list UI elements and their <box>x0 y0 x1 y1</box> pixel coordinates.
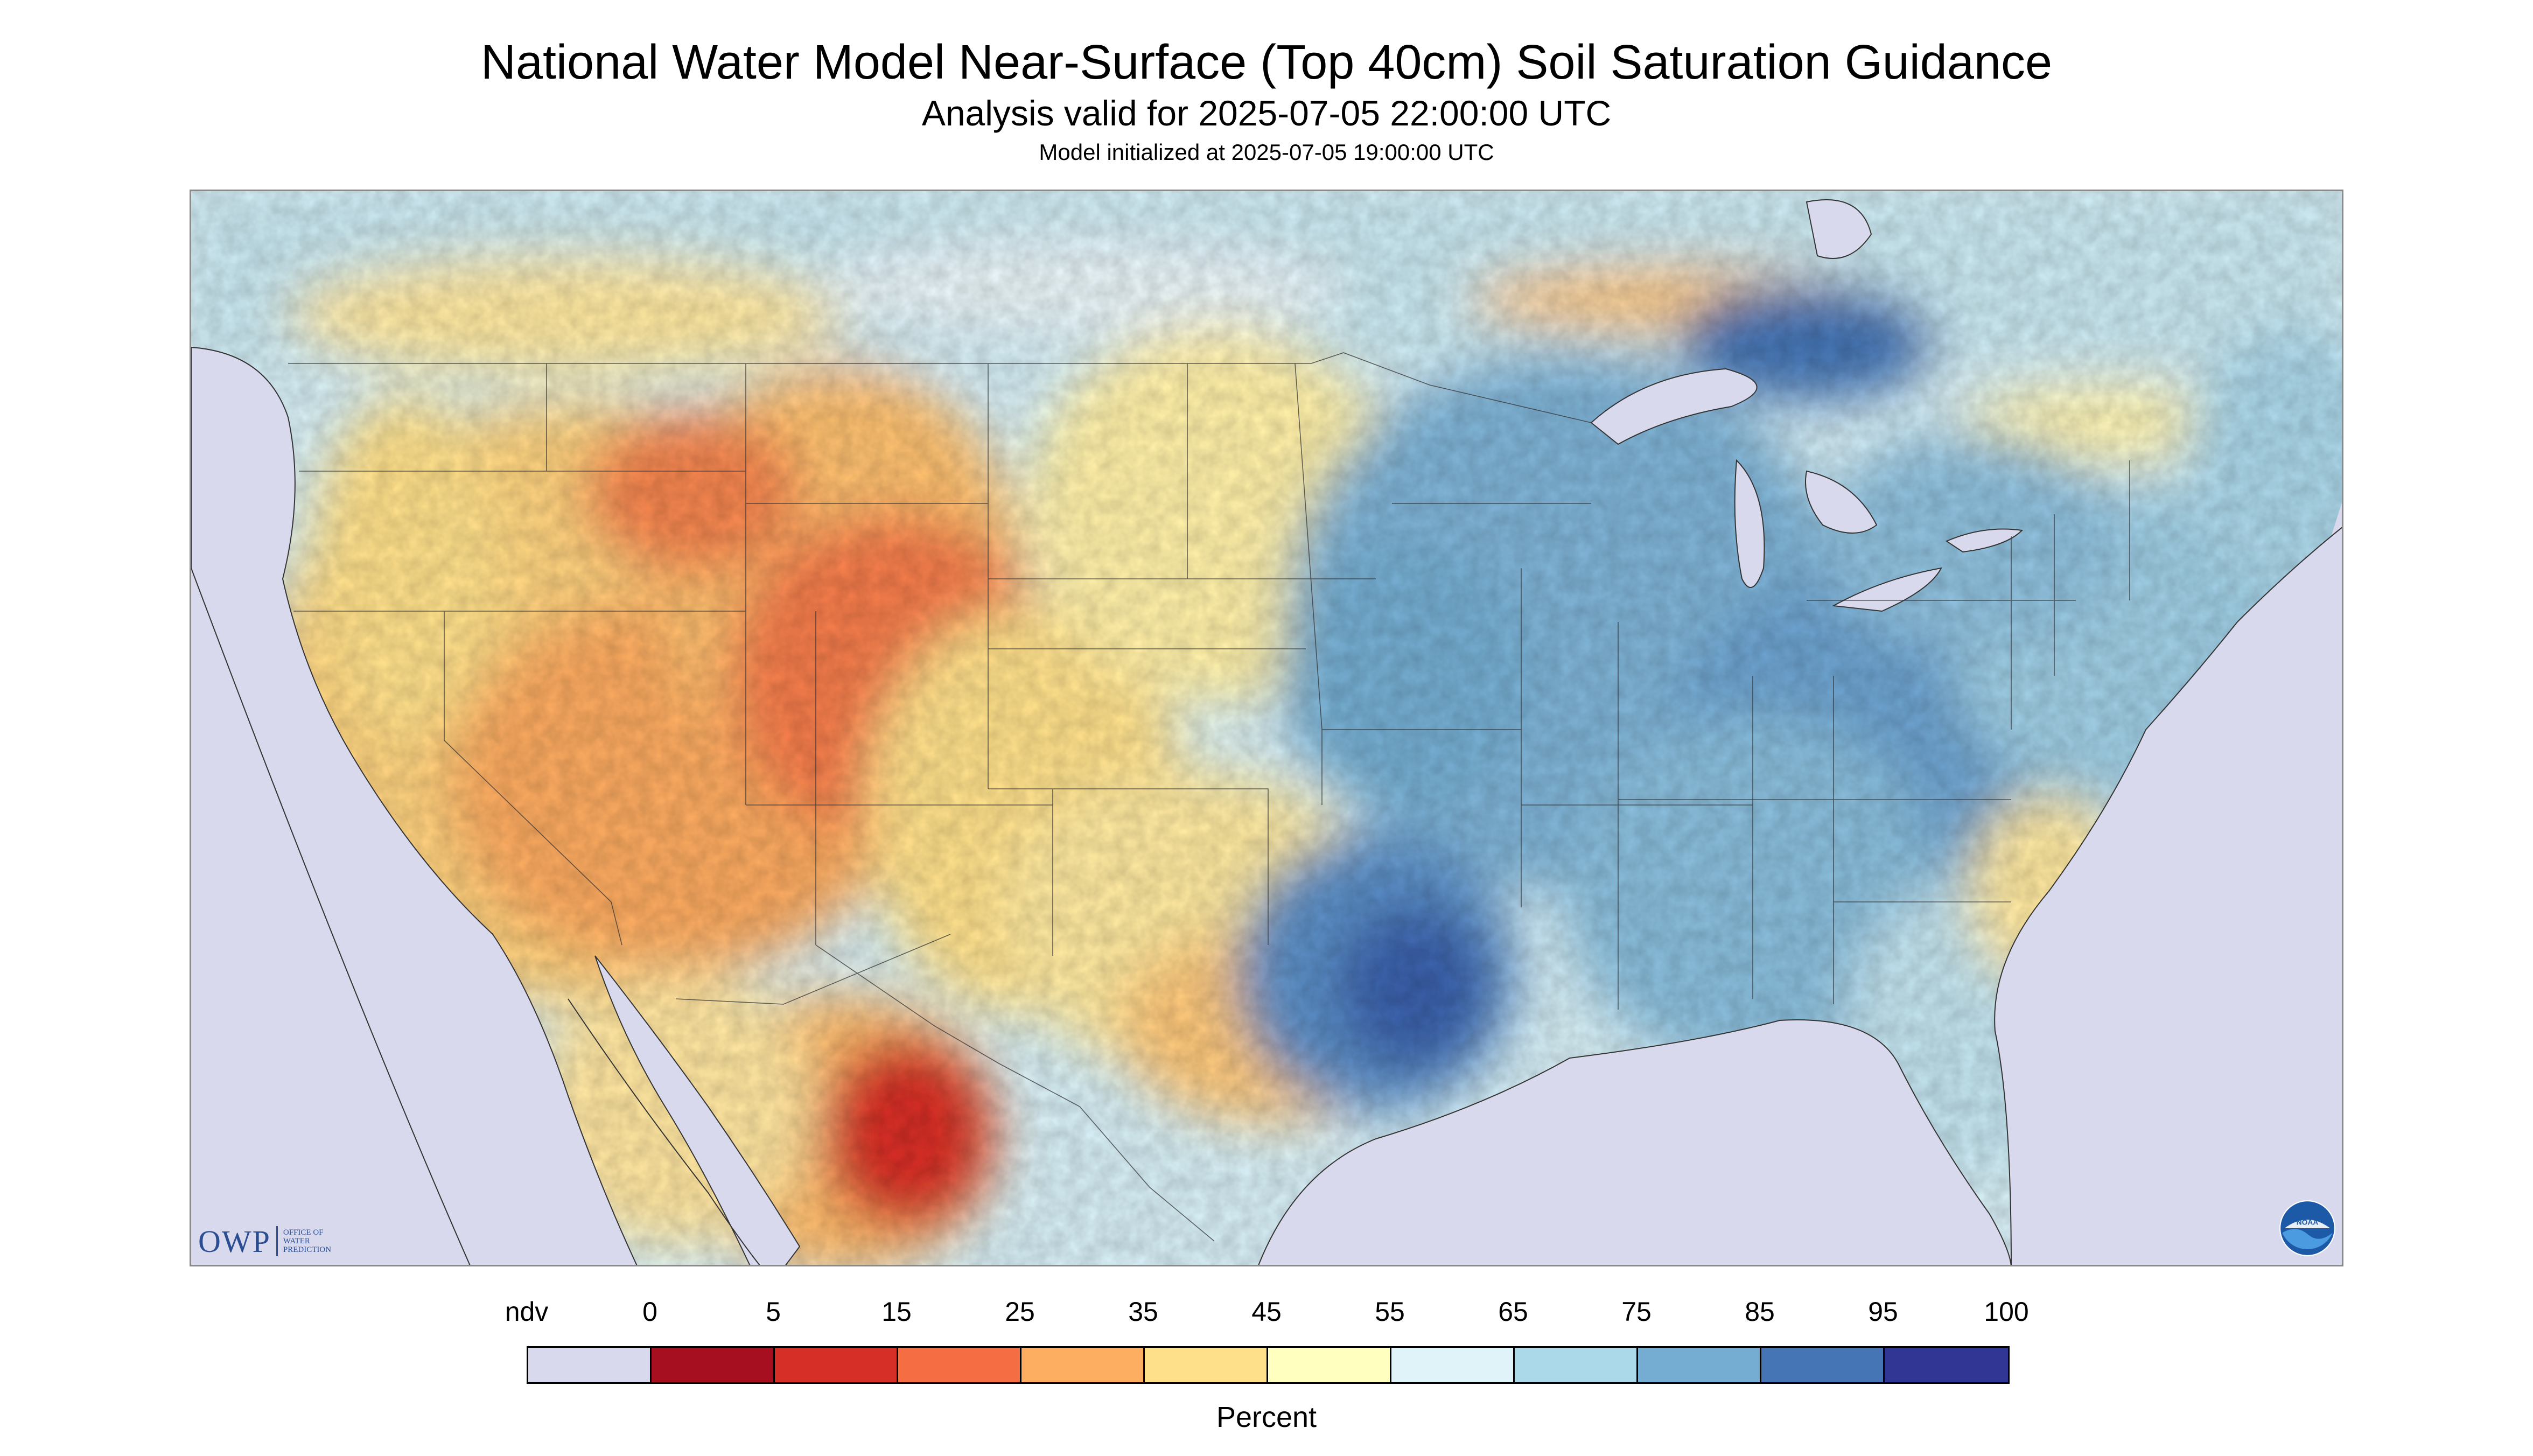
valid-time: Analysis valid for 2025-07-05 22:00:00 U… <box>921 93 1612 133</box>
legend-label: 35 <box>1128 1297 1158 1327</box>
legend-swatch <box>1761 1348 1885 1382</box>
legend-label: 0 <box>642 1297 657 1327</box>
legend-swatch <box>775 1348 898 1382</box>
legend-swatch <box>652 1348 775 1382</box>
nodata-west <box>191 568 470 1265</box>
legend-units: Percent <box>1216 1401 1317 1433</box>
baja-coast <box>568 998 760 1265</box>
legend-swatch <box>1638 1348 1761 1382</box>
legend-label: 85 <box>1745 1297 1775 1327</box>
legend-label: 95 <box>1868 1297 1898 1327</box>
legend-label: 55 <box>1375 1297 1405 1327</box>
legend-swatch <box>1021 1348 1145 1382</box>
owp-mark: OWP <box>198 1223 271 1259</box>
map-frame[interactable] <box>190 190 2343 1266</box>
lake-superior <box>1590 368 1758 445</box>
legend-label: 5 <box>766 1297 781 1327</box>
owp-logo: OWP OFFICE OF WATER PREDICTION <box>198 1222 331 1260</box>
legend-label: 65 <box>1498 1297 1528 1327</box>
noaa-logo: NOAA <box>2279 1200 2335 1256</box>
lake-nipigon <box>1806 199 1872 259</box>
gulf-of-california <box>594 955 801 1265</box>
init-time: Model initialized at 2025-07-05 19:00:00… <box>1039 139 1494 165</box>
legend-label: 25 <box>1005 1297 1035 1327</box>
owp-subtext: OFFICE OF WATER PREDICTION <box>283 1228 331 1254</box>
owp-divider <box>276 1226 278 1256</box>
owp-line-2: WATER <box>283 1237 310 1245</box>
legend-label: 75 <box>1621 1297 1652 1327</box>
legend-swatch <box>1145 1348 1268 1382</box>
legend-swatch <box>1268 1348 1391 1382</box>
legend-colorbar <box>527 1346 2010 1384</box>
pacific-ocean <box>191 346 638 1265</box>
map-title: National Water Model Near-Surface (Top 4… <box>480 36 2052 89</box>
noaa-text: NOAA <box>2297 1219 2319 1227</box>
legend-label: 15 <box>881 1297 912 1327</box>
political-borders <box>288 352 2130 1242</box>
legend-swatch <box>898 1348 1021 1382</box>
legend-swatch <box>1885 1348 2008 1382</box>
legend-label: 45 <box>1251 1297 1282 1327</box>
legend-swatch <box>1391 1348 1515 1382</box>
owp-line-1: OFFICE OF <box>283 1228 324 1237</box>
legend-labels: ndv 0 5 15 25 35 45 55 65 75 85 95 100 <box>0 1296 2533 1333</box>
legend-swatch <box>1515 1348 1638 1382</box>
soil-saturation-map <box>191 191 2342 1265</box>
legend-swatch-ndv <box>528 1348 652 1382</box>
legend-label-ndv: ndv <box>505 1297 549 1327</box>
lake-ontario <box>1945 528 2024 553</box>
gulf-of-mexico <box>1258 1019 2012 1265</box>
atlantic-ocean <box>1994 527 2342 1265</box>
legend-label: 100 <box>1984 1297 2029 1327</box>
lake-michigan <box>1734 459 1765 588</box>
owp-line-3: PREDICTION <box>283 1245 332 1254</box>
lake-huron <box>1805 470 1878 534</box>
